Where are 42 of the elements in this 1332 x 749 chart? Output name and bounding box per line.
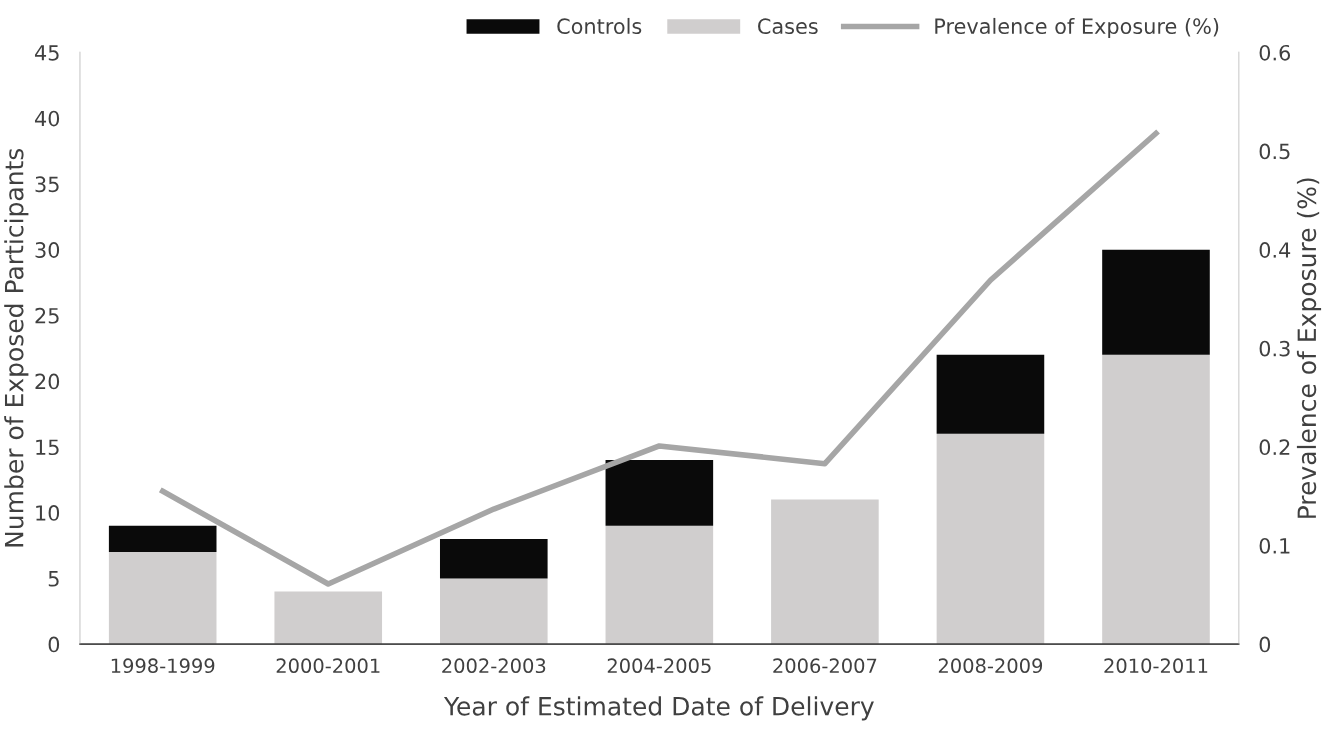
y2-tick-label: 0.6 [1259,44,1291,61]
bar [936,354,1045,434]
legend-label: Controls [557,17,642,35]
bar [771,499,879,645]
bar [439,578,548,645]
y-tick-label: 30 [35,242,60,258]
bar [439,538,548,579]
x-tick-label: 2008-2009 [938,658,1043,674]
y-tick-label: 20 [35,373,60,390]
y-tick-label: 15 [36,439,59,456]
y2-tick-label: 0.4 [1259,242,1291,258]
legend-label: Prevalence of Exposure (%) [935,17,1219,39]
bar [1102,354,1210,645]
y-tick-label: 40 [34,110,60,127]
y-tick-label: 35 [35,176,59,193]
y2-tick-label: 0.5 [1259,143,1290,160]
legend-label: Cases [758,18,818,35]
y-tick-label: 0 [48,636,60,653]
bar [1102,249,1210,355]
x-tick-label: 2002-2003 [442,658,546,674]
y-axis-title: Number of Exposed Participants [4,148,29,547]
y2-tick-label: 0 [1259,636,1271,653]
bar [274,591,383,645]
y2-tick-label: 0.2 [1259,439,1290,456]
x-tick-label: 2006-2007 [773,658,877,674]
bar [108,552,217,645]
y-tick-label: 5 [48,571,59,587]
y2-axis-title: Prevalence of Exposure (%) [1296,178,1322,518]
bar [936,433,1045,645]
x-tick-label: 2004-2005 [607,658,711,674]
x-tick-label: 1998-1999 [111,658,215,674]
bar [108,525,217,553]
x-tick-label: 2010-2011 [1104,658,1208,674]
y2-tick-label: 0.1 [1259,537,1290,554]
x-tick-label: 2000-2001 [276,658,380,674]
y-tick-label: 45 [34,45,59,61]
x-axis-title: Year of Estimated Date of Delivery [443,696,874,721]
y2-tick-label: 0.3 [1259,340,1290,357]
bar [605,525,714,645]
bar [605,460,714,526]
y-tick-label: 10 [36,505,60,521]
y-tick-label: 25 [35,307,59,324]
